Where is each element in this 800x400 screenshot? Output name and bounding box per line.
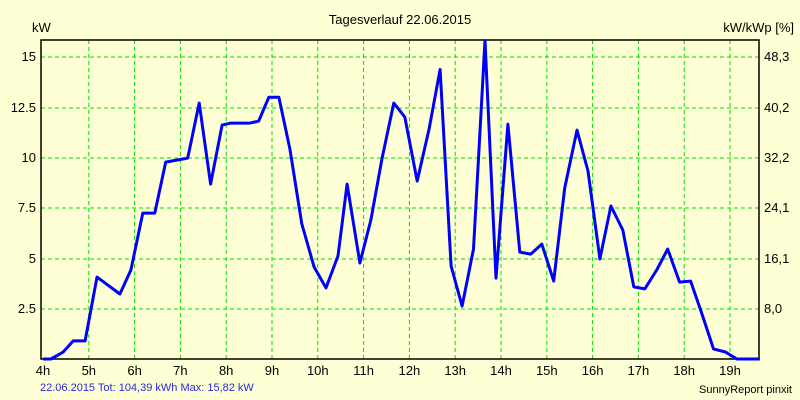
y-tick-left-label: 2.5 <box>17 301 36 316</box>
y-tick-right-label: 32,2 <box>764 150 790 165</box>
y-tick-right-label: 16,1 <box>764 251 790 266</box>
x-tick-label: 19h <box>719 363 741 378</box>
x-tick-label: 14h <box>490 363 512 378</box>
credit-text: SunnyReport pinxit <box>699 384 792 396</box>
x-tick-label: 16h <box>581 363 604 378</box>
x-tick-label: 8h <box>218 363 234 378</box>
y-tick-left-label: 5 <box>28 251 36 266</box>
x-tick-label: 9h <box>264 363 280 378</box>
y-tick-right-label: 40,2 <box>764 100 790 115</box>
summary-text: 22.06.2015 Tot: 104,39 kWh Max: 15,82 kW <box>40 382 254 394</box>
y-tick-right-label: 48,3 <box>764 49 790 64</box>
x-tick-label: 5h <box>81 363 97 378</box>
grid-lines <box>41 40 759 359</box>
y-axis-label-right: kW/kWp [%] <box>723 20 794 35</box>
x-tick-label: 18h <box>673 363 696 378</box>
y-tick-left-label: 7.5 <box>17 200 36 215</box>
y-tick-left-label: 15 <box>21 49 36 64</box>
x-tick-label: 17h <box>627 363 650 378</box>
x-tick-label: 11h <box>353 363 374 378</box>
x-tick-label: 12h <box>398 363 421 378</box>
plot-frame <box>40 39 760 360</box>
x-tick-label: 10h <box>306 363 329 378</box>
x-tick-label: 6h <box>127 363 142 378</box>
x-tick-label: 13h <box>444 363 467 378</box>
y-tick-left-label: 10 <box>21 150 36 165</box>
y-tick-right-label: 8,0 <box>764 301 783 316</box>
power-line <box>43 39 760 361</box>
x-tick-label: 4h <box>35 363 51 378</box>
y-axis-label-left: kW <box>32 20 51 35</box>
x-tick-label: 15h <box>535 363 558 378</box>
y-tick-right-label: 24,1 <box>764 200 790 215</box>
chart-title: Tagesverlauf 22.06.2015 <box>328 12 472 27</box>
y-tick-left-label: 12.5 <box>10 100 36 115</box>
x-tick-label: 7h <box>173 363 188 378</box>
